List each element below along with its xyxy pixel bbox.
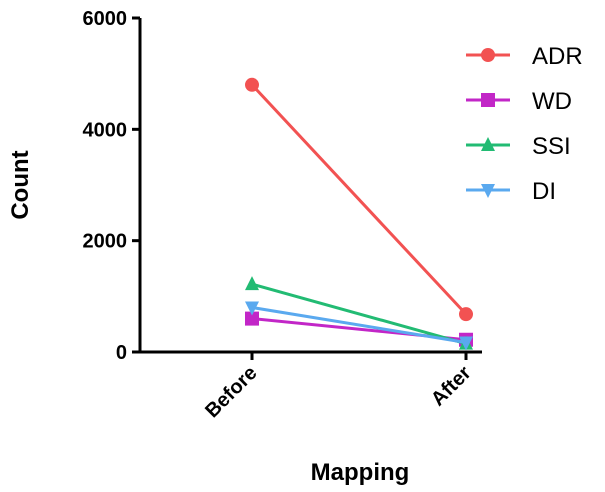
- series-layer: [245, 77, 473, 351]
- legend-label-di: DI: [532, 178, 556, 205]
- series-wd: [245, 311, 473, 347]
- data-point-di: [459, 336, 473, 351]
- axes: [138, 18, 482, 354]
- legend-label-ssi: SSI: [532, 133, 571, 160]
- series-di: [245, 301, 473, 351]
- legend-item-adr: ADR: [466, 43, 583, 70]
- series-line-adr: [250, 83, 468, 316]
- legend-item-ssi: SSI: [466, 133, 571, 160]
- legend-marker-adr: [481, 48, 495, 62]
- y-tick-label: 2000: [83, 231, 128, 253]
- data-point-ssi: [245, 276, 259, 291]
- legend-label-adr: ADR: [532, 43, 583, 70]
- data-point-wd: [245, 311, 259, 326]
- x-tick-label: After: [427, 362, 476, 411]
- legend-label-wd: WD: [532, 88, 572, 115]
- data-point-adr: [245, 77, 259, 92]
- legend-item-di: DI: [466, 178, 556, 205]
- series-line-di: [251, 305, 467, 345]
- y-tick-label: 4000: [83, 119, 128, 141]
- legend-marker-ssi: [481, 137, 495, 151]
- legend: ADR WD SSI DI: [466, 43, 583, 205]
- series-line-ssi: [251, 282, 467, 346]
- x-tick-label: Before: [201, 362, 261, 422]
- series-adr: [245, 77, 473, 322]
- y-tick-label: 6000: [83, 8, 128, 30]
- legend-marker-wd: [481, 93, 495, 107]
- y-axis-title: Count: [7, 150, 34, 219]
- x-ticks: Before After: [201, 352, 476, 422]
- x-axis-title: Mapping: [311, 459, 410, 486]
- data-point-adr: [459, 307, 473, 322]
- legend-item-wd: WD: [466, 88, 572, 115]
- y-tick-label: 0: [116, 342, 127, 364]
- legend-marker-di: [481, 184, 495, 198]
- data-point-di: [245, 301, 259, 316]
- y-ticks: 0 2000 4000 6000: [83, 8, 140, 364]
